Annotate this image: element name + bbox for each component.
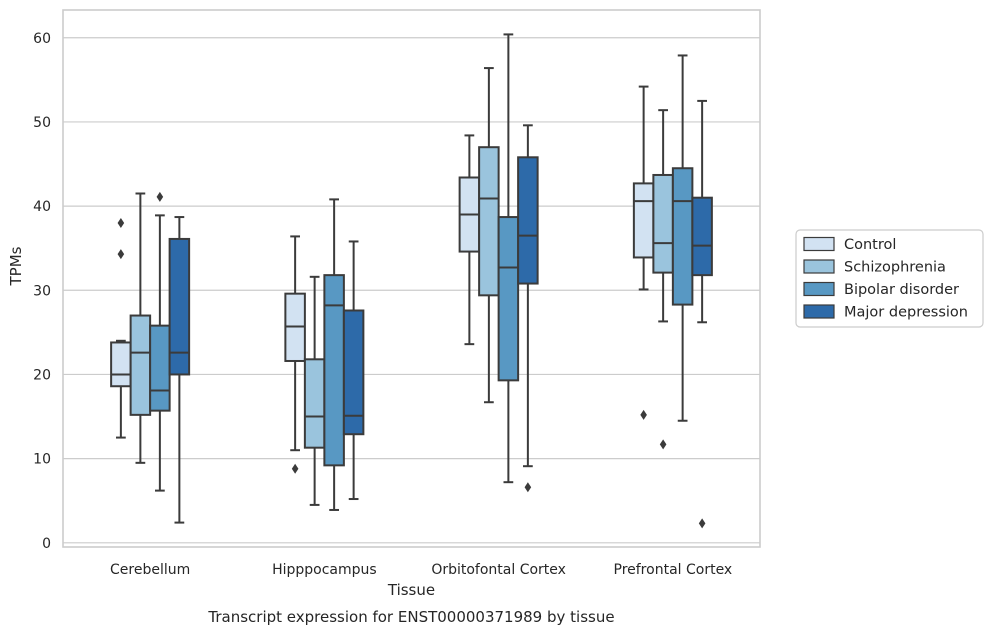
box-body	[671, 167, 694, 306]
legend-swatch-4	[803, 304, 835, 319]
box-4-4	[691, 99, 713, 529]
box-body	[517, 156, 539, 285]
box-3-4	[671, 54, 694, 422]
box-2-2	[303, 275, 326, 506]
box-body	[632, 182, 655, 259]
box-body	[149, 324, 171, 412]
box-body	[497, 216, 520, 382]
outlier-point-1	[659, 439, 667, 450]
outlier-point-1	[117, 249, 125, 260]
outlier-point-1	[524, 482, 532, 493]
series-major-depression	[168, 99, 713, 529]
y-axis-ticks: 0 10 20 30 40 50 60	[33, 31, 51, 552]
box-3-3	[497, 33, 520, 484]
x-tick-label-3: Orbitofontal Cortex	[431, 562, 566, 578]
legend-label-3: Bipolar disorder	[844, 282, 959, 298]
outlier-point-1	[156, 191, 164, 202]
box-1-1	[110, 217, 132, 439]
grid-lines	[63, 37, 760, 544]
box-body	[110, 341, 132, 388]
box-body	[168, 237, 191, 376]
box-body	[652, 173, 674, 274]
box-1-2	[284, 235, 306, 474]
box-body	[691, 196, 713, 277]
legend: Control Schizophrenia Bipolar disorder Majo…	[795, 229, 984, 328]
x-axis-ticks: Cerebellum Hipppocampus Orbitofontal Corte…	[110, 562, 732, 578]
box-2-4	[652, 109, 674, 450]
legend-swatch-2	[803, 259, 835, 274]
legend-swatch-1	[803, 236, 835, 252]
y-tick-label-50: 50	[33, 115, 51, 131]
y-tick-label-10: 10	[33, 452, 51, 468]
box-1-3	[458, 134, 481, 346]
chart-caption: Transcript expression for ENST0000037198…	[207, 608, 614, 626]
legend-label-4: Major depression	[844, 305, 968, 321]
box-4-3	[517, 124, 539, 493]
outlier-point-2	[117, 217, 125, 228]
box-4-2	[342, 240, 365, 501]
box-2-3	[478, 67, 500, 404]
box-4-1	[168, 216, 191, 524]
box-2-1	[129, 192, 152, 464]
x-tick-label-4: Prefrontal Cortex	[614, 562, 733, 578]
y-tick-label-60: 60	[33, 31, 51, 47]
outlier-point-1	[698, 518, 706, 529]
legend-frame	[795, 229, 984, 328]
y-tick-label-30: 30	[33, 283, 51, 299]
legend-label-1: Control	[844, 237, 896, 253]
box-1-4	[632, 85, 655, 420]
outlier-point-1	[291, 463, 299, 474]
box-body	[323, 274, 345, 467]
y-tick-label-20: 20	[33, 367, 51, 383]
box-plot-series	[110, 33, 713, 529]
y-axis-label: TPMs	[7, 246, 25, 286]
box-body	[342, 309, 365, 436]
box-body	[478, 146, 500, 297]
box-3-1	[149, 191, 171, 492]
y-tick-label-0: 0	[42, 536, 51, 552]
box-3-2	[323, 198, 345, 511]
box-body	[129, 314, 152, 416]
series-schizophrenia	[129, 67, 674, 506]
x-tick-label-2: Hipppocampus	[272, 562, 377, 578]
outlier-point-1	[640, 409, 647, 420]
legend-swatch-3	[803, 281, 835, 297]
plot-frame	[62, 9, 761, 548]
x-tick-label-1: Cerebellum	[110, 562, 190, 578]
x-axis-label: Tissue	[387, 581, 435, 599]
legend-label-2: Schizophrenia	[844, 260, 946, 276]
series-control	[110, 85, 655, 474]
y-tick-label-40: 40	[33, 199, 51, 215]
box-body	[303, 358, 326, 449]
series-bipolar-disorder	[149, 33, 694, 511]
